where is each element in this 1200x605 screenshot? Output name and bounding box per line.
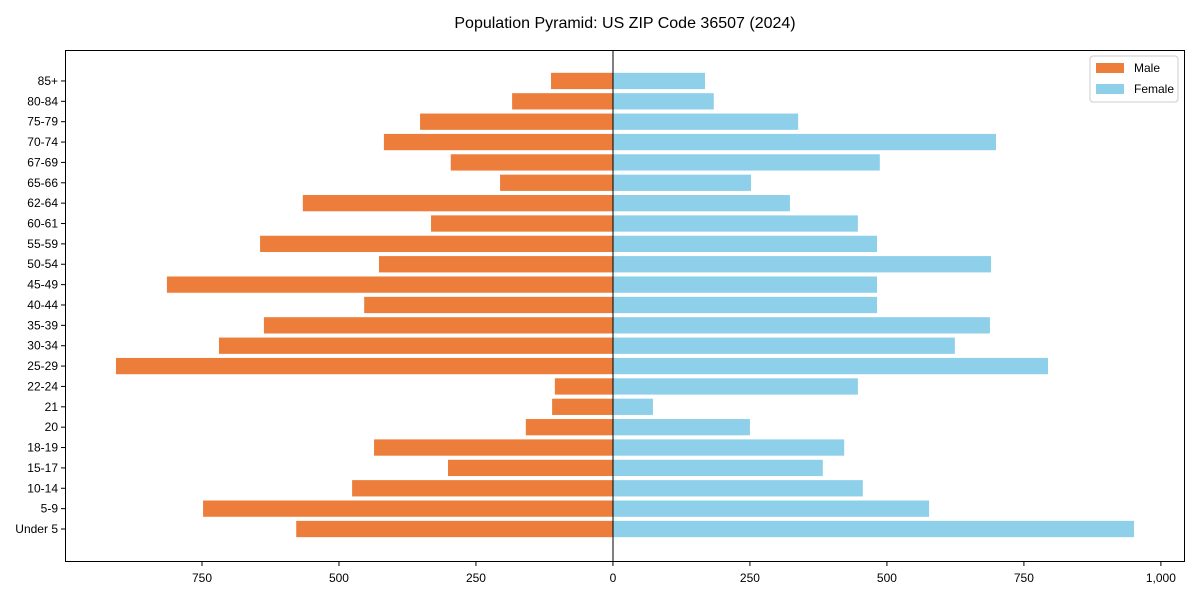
bar-male: [525, 419, 613, 436]
bar-female: [612, 480, 863, 497]
x-tick-label: 0: [610, 571, 617, 585]
chart-title: Population Pyramid: US ZIP Code 36507 (2…: [454, 15, 795, 32]
bar-female: [612, 154, 880, 171]
y-tick-label: 22-24: [27, 379, 58, 393]
bar-male: [448, 459, 613, 477]
y-tick-label: 50-54: [27, 257, 58, 271]
bar-female: [612, 215, 858, 232]
legend: Male Female: [1089, 55, 1179, 103]
y-tick-label: 25-29: [27, 359, 58, 373]
bar-male: [552, 398, 613, 415]
y-tick-label: 75-79: [27, 115, 58, 129]
y-tick-label: 40-44: [27, 298, 58, 312]
bar-female: [612, 520, 1135, 538]
bar-male: [450, 154, 613, 171]
bar-male: [166, 276, 613, 293]
bar-female: [612, 459, 823, 477]
plot-frame: [65, 50, 1185, 562]
bar-female: [612, 276, 878, 293]
bar-male: [551, 72, 613, 90]
bar-male: [260, 235, 613, 253]
y-tick-label: 18-19: [27, 441, 58, 455]
bar-female: [612, 337, 955, 354]
y-tick-label: 85+: [38, 74, 58, 88]
bar-female: [612, 317, 990, 334]
bar-female: [612, 133, 996, 151]
bar-female: [612, 72, 705, 90]
y-tick-label: 60-61: [27, 217, 58, 231]
bar-male: [383, 133, 613, 151]
bar-male: [296, 520, 613, 538]
bar-female: [612, 113, 799, 130]
y-tick-label: 67-69: [27, 155, 58, 169]
bar-female: [612, 419, 750, 436]
bar-male: [218, 337, 613, 354]
x-tick-label: 750: [192, 571, 212, 585]
bar-female: [612, 93, 714, 110]
bar-male: [364, 296, 613, 314]
bar-female: [612, 378, 858, 395]
x-tick-label: 250: [740, 571, 760, 585]
bar-male: [512, 93, 613, 110]
bar-female: [612, 174, 752, 191]
y-tick-label: 55-59: [27, 237, 58, 251]
legend-swatch-male: [1096, 63, 1124, 73]
y-tick-label: 45-49: [27, 278, 58, 292]
bar-male: [420, 113, 613, 130]
x-tick-label: 1,000: [1146, 571, 1176, 585]
bar-male: [431, 215, 613, 232]
y-tick-label: 5-9: [41, 502, 59, 516]
bar-female: [612, 357, 1049, 375]
bar-female: [612, 296, 878, 314]
bar-female: [612, 195, 790, 212]
bar-male: [302, 195, 613, 212]
bar-female: [612, 235, 878, 253]
y-tick-label: Under 5: [15, 522, 58, 536]
legend-label-female: Female: [1134, 82, 1174, 96]
bar-male: [263, 317, 613, 334]
y-tick-label: 62-64: [27, 196, 58, 210]
y-tick-label: 35-39: [27, 318, 58, 332]
y-tick-label: 15-17: [27, 461, 58, 475]
y-tick-label: 30-34: [27, 339, 58, 353]
x-tick-label: 500: [877, 571, 897, 585]
bar-male: [500, 174, 613, 191]
legend-swatch-female: [1096, 84, 1124, 94]
y-tick-label: 21: [45, 400, 59, 414]
y-tick-label: 20: [45, 420, 59, 434]
bar-male: [378, 256, 613, 273]
x-tick-label: 750: [1014, 571, 1034, 585]
bar-female: [612, 398, 653, 415]
y-tick-label: 80-84: [27, 94, 58, 108]
y-tick-label: 10-14: [27, 481, 58, 495]
x-tick-label: 250: [466, 571, 486, 585]
bar-male: [374, 439, 613, 456]
bar-female: [612, 500, 930, 517]
legend-label-male: Male: [1134, 61, 1160, 75]
bar-male: [554, 378, 613, 395]
bar-male: [115, 357, 613, 375]
y-tick-label: 65-66: [27, 176, 58, 190]
bar-female: [612, 439, 845, 456]
bar-male: [203, 500, 613, 517]
bar-male: [352, 480, 613, 497]
y-tick-label: 70-74: [27, 135, 58, 149]
bar-female: [612, 256, 992, 273]
x-tick-label: 500: [329, 571, 349, 585]
